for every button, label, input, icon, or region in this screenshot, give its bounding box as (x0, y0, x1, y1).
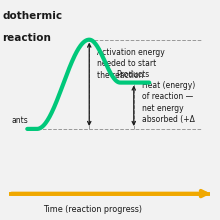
Text: Activation energy
needed to start
the reaction: Activation energy needed to start the re… (97, 48, 165, 80)
Text: Heat (energy)
of reaction —
net energy
absorbed (+Δ: Heat (energy) of reaction — net energy a… (141, 81, 195, 124)
Text: ants: ants (12, 116, 29, 125)
Text: Products: Products (116, 70, 150, 79)
Text: reaction: reaction (2, 33, 51, 43)
Text: dothermic: dothermic (2, 11, 62, 20)
Text: Time (reaction progress): Time (reaction progress) (43, 205, 142, 213)
